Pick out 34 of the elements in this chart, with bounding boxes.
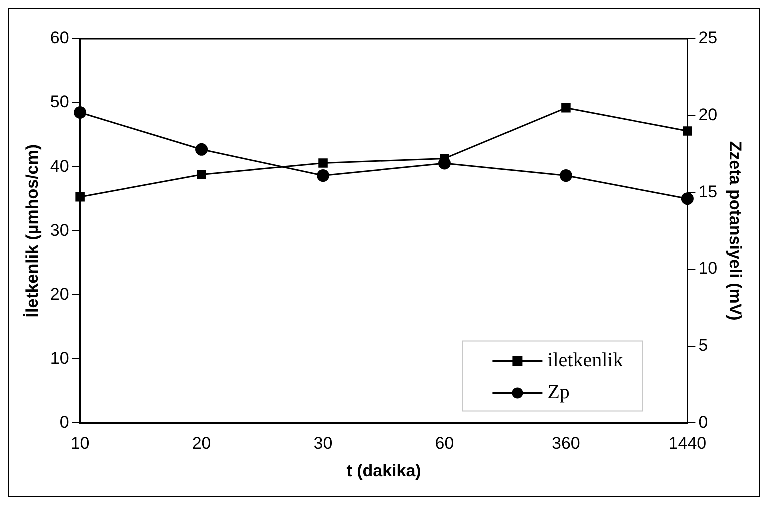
y-tick-label: 60 [50,28,70,48]
point [318,158,328,168]
x-tick-label: 1440 [668,434,707,454]
y2-axis-title: Zzeta potansiyeli (mV) [726,141,746,321]
point [681,192,694,206]
y-tick-label: 20 [50,284,70,304]
point [317,170,330,182]
y2-tick-label: 25 [698,28,718,48]
point [197,170,206,180]
x-tick-label: 30 [314,434,333,454]
x-tick-label: 20 [192,434,212,454]
y-tick-label: 50 [50,92,70,112]
legend-label: iletkenlik [548,349,624,372]
x-tick-label: 360 [552,434,580,454]
y2-tick-label: 20 [698,106,718,125]
y-tick-label: 10 [50,348,70,368]
y-tick-label: 40 [50,156,70,176]
legend-label: Zp [548,381,570,404]
point [562,104,571,113]
point [196,143,208,156]
y-tick-label: 30 [50,220,70,240]
y-axis-title: İletkenlik (µmhos/cm) [22,144,42,318]
y-tick-label: 0 [60,412,70,432]
y2-tick-label: 5 [698,336,708,356]
x-axis-title: t (dakika) [346,461,422,480]
y2-tick-label: 10 [698,259,718,278]
x-tick-label: 60 [435,434,454,454]
point [76,192,85,202]
x-tick-label: 10 [70,434,90,454]
y2-tick-label: 0 [698,412,708,432]
point [683,126,692,136]
y2-tick-label: 15 [698,182,718,202]
point [560,170,572,182]
point [74,106,87,120]
